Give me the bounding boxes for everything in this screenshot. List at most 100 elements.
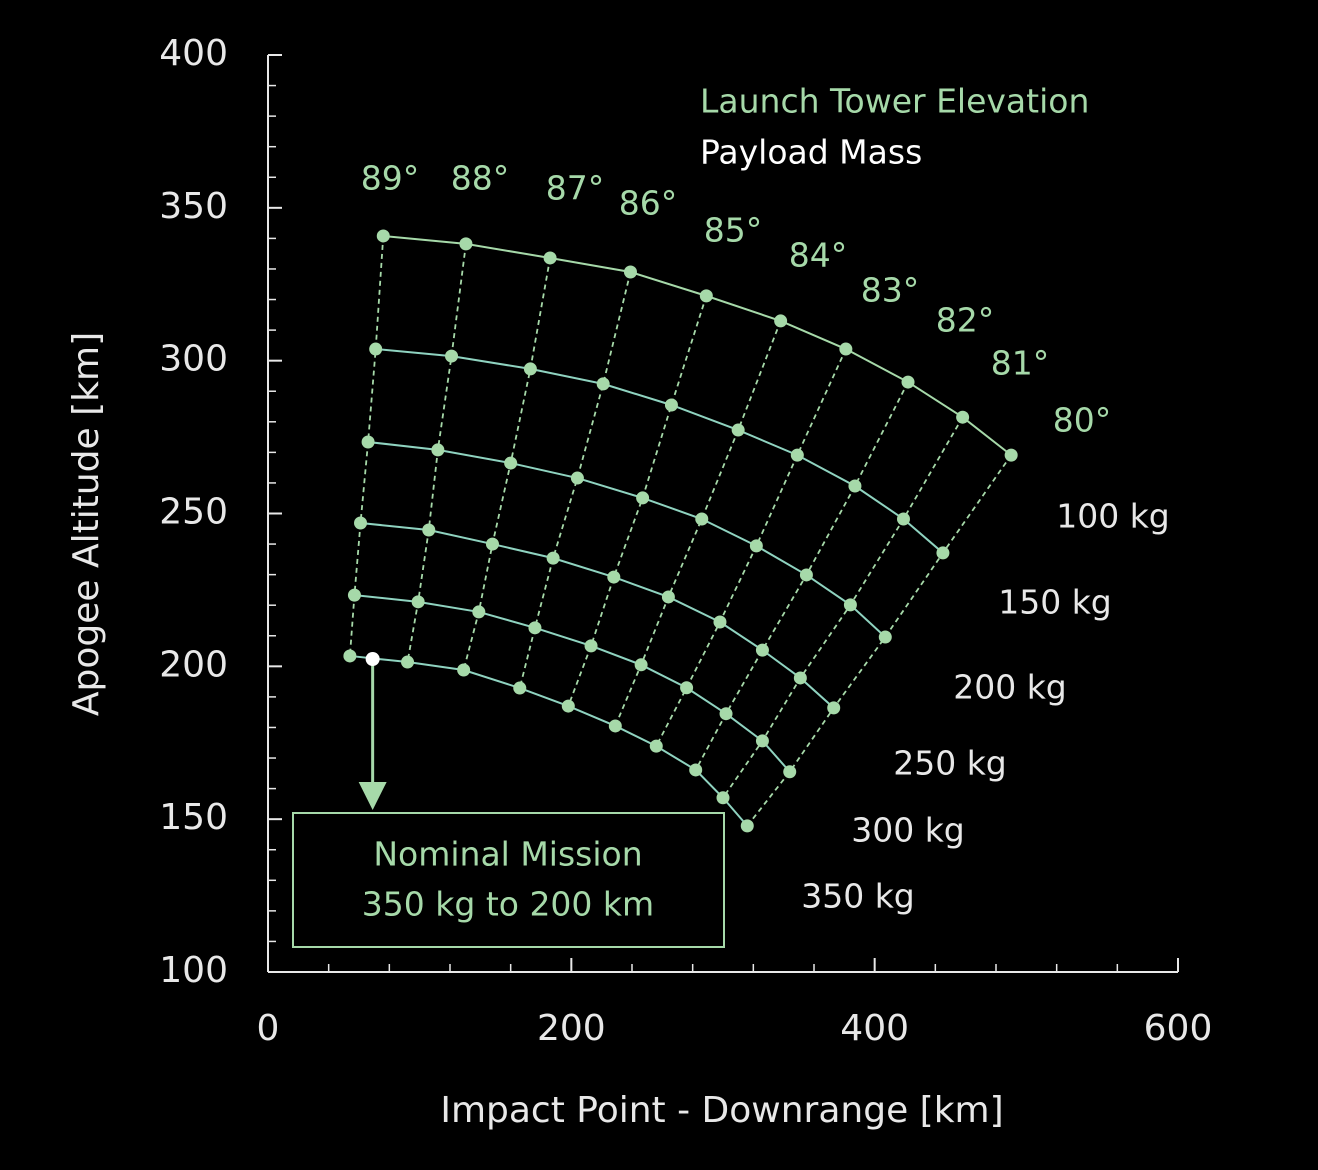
elevation-line bbox=[722, 416, 964, 799]
point bbox=[649, 739, 663, 753]
elevation-label: 84° bbox=[789, 236, 848, 275]
elevation-label: 82° bbox=[936, 301, 995, 340]
elevation-line bbox=[349, 235, 385, 657]
point bbox=[843, 598, 857, 612]
point bbox=[608, 719, 622, 733]
point bbox=[755, 734, 769, 748]
elevation-line bbox=[462, 257, 551, 671]
point bbox=[459, 237, 473, 251]
y-tick-label: 400 bbox=[159, 33, 228, 74]
point bbox=[878, 630, 892, 644]
point bbox=[543, 251, 557, 265]
point bbox=[523, 362, 537, 376]
point bbox=[596, 377, 610, 391]
mass-curve bbox=[349, 654, 749, 827]
point bbox=[623, 265, 637, 279]
point bbox=[561, 699, 575, 713]
point bbox=[528, 621, 542, 635]
point bbox=[719, 707, 733, 721]
point bbox=[827, 701, 841, 715]
elevation-line bbox=[518, 271, 632, 689]
elevation-label: 88° bbox=[451, 159, 510, 198]
mass-curve bbox=[375, 348, 944, 554]
point bbox=[755, 643, 769, 657]
y-tick-label: 350 bbox=[159, 186, 228, 227]
point bbox=[695, 512, 709, 526]
mass-curve bbox=[383, 234, 1012, 456]
point bbox=[411, 595, 425, 609]
x-tick-label: 400 bbox=[840, 1008, 909, 1049]
mass-label: 200 kg bbox=[953, 668, 1067, 707]
elevation-line bbox=[746, 454, 1012, 827]
point bbox=[457, 663, 471, 677]
x-tick-label: 600 bbox=[1144, 1008, 1213, 1049]
elevation-label: 85° bbox=[704, 211, 763, 250]
point bbox=[1004, 448, 1018, 462]
point bbox=[354, 516, 368, 530]
mass-label: 100 kg bbox=[1056, 497, 1170, 536]
point bbox=[369, 342, 383, 356]
point bbox=[793, 671, 807, 685]
point bbox=[607, 570, 621, 584]
elevation-label: 87° bbox=[546, 169, 605, 208]
x-tick-label: 0 bbox=[257, 1008, 280, 1049]
y-axis-title: Apogee Altitude [km] bbox=[66, 332, 107, 716]
point bbox=[716, 791, 730, 805]
point bbox=[790, 448, 804, 462]
point bbox=[664, 398, 678, 412]
mass-label: 250 kg bbox=[893, 744, 1007, 783]
point bbox=[513, 681, 527, 695]
mass-curve bbox=[367, 440, 886, 638]
point bbox=[774, 314, 788, 328]
point bbox=[343, 649, 357, 663]
x-tick-label: 200 bbox=[537, 1008, 606, 1049]
point bbox=[401, 655, 415, 669]
point bbox=[783, 765, 797, 779]
point bbox=[661, 590, 675, 604]
annotation-point bbox=[365, 651, 380, 666]
point bbox=[445, 349, 459, 363]
mass-label: 150 kg bbox=[998, 583, 1112, 622]
annotation-box bbox=[292, 812, 725, 948]
point bbox=[839, 342, 853, 356]
point bbox=[936, 546, 950, 560]
elevation-label: 89° bbox=[361, 159, 420, 198]
elevation-line bbox=[406, 243, 467, 663]
point bbox=[485, 537, 499, 551]
y-tick-label: 150 bbox=[159, 797, 228, 838]
elevation-label: 81° bbox=[991, 344, 1050, 383]
mass-label: 300 kg bbox=[851, 811, 965, 850]
mass-curve bbox=[360, 521, 835, 709]
point bbox=[570, 471, 584, 485]
point bbox=[636, 491, 650, 505]
annotation-text: Nominal Mission bbox=[373, 835, 642, 874]
y-tick-label: 250 bbox=[159, 492, 228, 533]
legend-entry: Launch Tower Elevation bbox=[700, 82, 1089, 121]
point bbox=[431, 443, 445, 457]
legend-entry: Payload Mass bbox=[700, 133, 922, 172]
point bbox=[896, 512, 910, 526]
point bbox=[689, 763, 703, 777]
elevation-label: 86° bbox=[619, 184, 678, 223]
annotation-arrowhead bbox=[358, 782, 387, 810]
point bbox=[361, 435, 375, 449]
point bbox=[376, 229, 390, 243]
point bbox=[956, 410, 970, 424]
point bbox=[680, 681, 694, 695]
point bbox=[740, 819, 754, 833]
elevation-line bbox=[694, 381, 909, 771]
point bbox=[901, 375, 915, 389]
point bbox=[422, 523, 436, 537]
x-axis-title: Impact Point - Downrange [km] bbox=[440, 1090, 1003, 1131]
annotation-text: 350 kg to 200 km bbox=[362, 885, 654, 924]
point bbox=[347, 588, 361, 602]
mass-label: 350 kg bbox=[801, 877, 915, 916]
point bbox=[731, 423, 745, 437]
elevation-line bbox=[567, 295, 708, 707]
mass-curve bbox=[354, 594, 791, 773]
y-tick-label: 100 bbox=[159, 950, 228, 991]
y-tick-label: 200 bbox=[159, 644, 228, 685]
point bbox=[584, 639, 598, 653]
